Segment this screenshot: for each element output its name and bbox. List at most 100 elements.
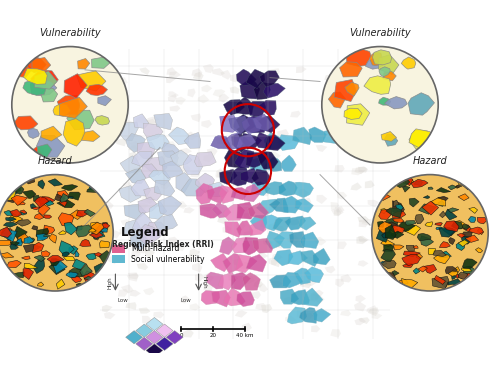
Polygon shape	[228, 116, 250, 135]
Polygon shape	[288, 251, 308, 265]
Polygon shape	[336, 192, 347, 199]
Polygon shape	[328, 92, 345, 108]
Polygon shape	[216, 168, 225, 177]
Polygon shape	[148, 223, 160, 232]
Polygon shape	[137, 142, 156, 159]
Polygon shape	[176, 97, 186, 105]
Polygon shape	[378, 221, 384, 227]
Polygon shape	[478, 217, 486, 224]
Polygon shape	[64, 74, 88, 99]
Polygon shape	[41, 251, 50, 256]
Polygon shape	[80, 239, 91, 246]
Polygon shape	[204, 187, 216, 194]
Polygon shape	[290, 219, 301, 225]
Polygon shape	[277, 129, 289, 138]
Text: Low: Low	[118, 298, 129, 303]
Polygon shape	[254, 132, 272, 149]
Polygon shape	[136, 246, 148, 253]
Polygon shape	[436, 187, 450, 192]
Polygon shape	[370, 181, 383, 192]
Polygon shape	[316, 145, 328, 152]
Polygon shape	[72, 259, 86, 270]
Polygon shape	[184, 207, 194, 213]
FancyBboxPatch shape	[112, 255, 124, 263]
Polygon shape	[411, 179, 428, 188]
Polygon shape	[15, 238, 22, 246]
Polygon shape	[271, 281, 283, 287]
Polygon shape	[402, 264, 412, 267]
Polygon shape	[121, 284, 134, 293]
Polygon shape	[458, 194, 469, 201]
Polygon shape	[468, 207, 477, 213]
Polygon shape	[404, 175, 413, 186]
Polygon shape	[409, 129, 434, 149]
Polygon shape	[308, 294, 319, 302]
Polygon shape	[138, 308, 150, 314]
Polygon shape	[400, 279, 408, 284]
Polygon shape	[203, 155, 215, 163]
Polygon shape	[402, 57, 416, 69]
Polygon shape	[44, 215, 52, 218]
Polygon shape	[0, 191, 16, 200]
Polygon shape	[366, 305, 378, 314]
Polygon shape	[330, 202, 339, 210]
Polygon shape	[210, 253, 231, 272]
Polygon shape	[396, 204, 404, 211]
Polygon shape	[448, 237, 455, 244]
Polygon shape	[347, 74, 358, 83]
Polygon shape	[60, 97, 88, 118]
Polygon shape	[143, 288, 154, 295]
Polygon shape	[432, 197, 446, 206]
Polygon shape	[422, 201, 438, 215]
Polygon shape	[462, 268, 471, 272]
Polygon shape	[256, 116, 280, 133]
Polygon shape	[57, 95, 80, 115]
Polygon shape	[236, 97, 254, 114]
Polygon shape	[114, 138, 126, 146]
Polygon shape	[82, 131, 100, 141]
Polygon shape	[63, 119, 85, 146]
Polygon shape	[383, 71, 396, 81]
Polygon shape	[90, 222, 101, 229]
Polygon shape	[440, 242, 450, 248]
Text: Low: Low	[180, 298, 191, 303]
Polygon shape	[140, 152, 152, 159]
Polygon shape	[54, 194, 66, 201]
Polygon shape	[364, 76, 390, 94]
Polygon shape	[32, 242, 44, 253]
Polygon shape	[273, 217, 290, 231]
Polygon shape	[131, 180, 150, 196]
Polygon shape	[136, 337, 152, 350]
Polygon shape	[64, 256, 75, 261]
Polygon shape	[278, 135, 299, 151]
Polygon shape	[190, 303, 200, 310]
Polygon shape	[168, 94, 176, 102]
Polygon shape	[10, 242, 20, 246]
Polygon shape	[300, 280, 312, 288]
Polygon shape	[62, 185, 78, 191]
Polygon shape	[41, 87, 58, 102]
Polygon shape	[146, 331, 163, 344]
Polygon shape	[302, 313, 313, 320]
Polygon shape	[170, 106, 180, 112]
Polygon shape	[262, 238, 272, 246]
Polygon shape	[22, 256, 30, 260]
Polygon shape	[102, 305, 113, 312]
Polygon shape	[352, 168, 364, 175]
Polygon shape	[356, 295, 366, 302]
Polygon shape	[256, 199, 280, 215]
Polygon shape	[216, 138, 225, 144]
Polygon shape	[398, 222, 415, 232]
Polygon shape	[302, 256, 316, 265]
Polygon shape	[127, 273, 138, 282]
Polygon shape	[424, 265, 436, 274]
Polygon shape	[381, 132, 396, 141]
Polygon shape	[250, 78, 262, 85]
Polygon shape	[386, 208, 402, 218]
Polygon shape	[378, 97, 390, 105]
Polygon shape	[442, 228, 456, 236]
Polygon shape	[132, 152, 152, 167]
Polygon shape	[244, 213, 255, 220]
Polygon shape	[200, 204, 222, 218]
Polygon shape	[381, 249, 396, 262]
